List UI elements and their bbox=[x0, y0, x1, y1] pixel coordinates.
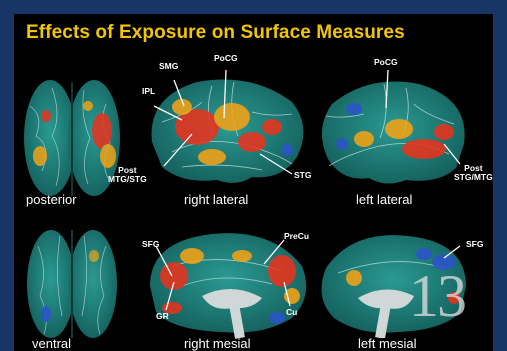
label-pocg-right: PoCG bbox=[214, 53, 238, 63]
caption-right-mesial: right mesial bbox=[184, 336, 251, 351]
label-stg: STG bbox=[294, 170, 312, 180]
label-post-mtg-stg: Post MTG/STG bbox=[108, 165, 147, 184]
label-pocg-left: PoCG bbox=[374, 57, 398, 67]
caption-left-lateral: left lateral bbox=[356, 192, 413, 207]
label-smg: SMG bbox=[159, 61, 179, 71]
page-number: 13 bbox=[409, 263, 467, 329]
label-sfg-right-mesial: SFG bbox=[142, 239, 160, 249]
caption-ventral: ventral bbox=[32, 336, 72, 351]
brain-left-mesial bbox=[321, 235, 466, 338]
caption-posterior: posterior bbox=[26, 192, 77, 207]
label-gr: GR bbox=[156, 311, 169, 321]
figure-panel: Effects of Exposure on Surface Measures bbox=[14, 14, 493, 351]
brain-posterior bbox=[24, 80, 120, 196]
label-cu: Cu bbox=[286, 307, 298, 317]
label-post-stg-mtg: Post STG/MTG bbox=[454, 163, 493, 182]
leader-lines bbox=[153, 69, 461, 311]
brain-left-lateral bbox=[321, 81, 465, 184]
brain-ventral bbox=[27, 230, 117, 338]
brain-right-mesial bbox=[150, 233, 307, 339]
label-ipl: IPL bbox=[142, 86, 156, 96]
label-precu: PreCu bbox=[284, 231, 310, 241]
figure-title: Effects of Exposure on Surface Measures bbox=[26, 22, 405, 43]
label-sfg-left-mesial: SFG bbox=[466, 239, 484, 249]
caption-right-lateral: right lateral bbox=[184, 192, 249, 207]
caption-left-mesial: left mesial bbox=[358, 336, 417, 351]
